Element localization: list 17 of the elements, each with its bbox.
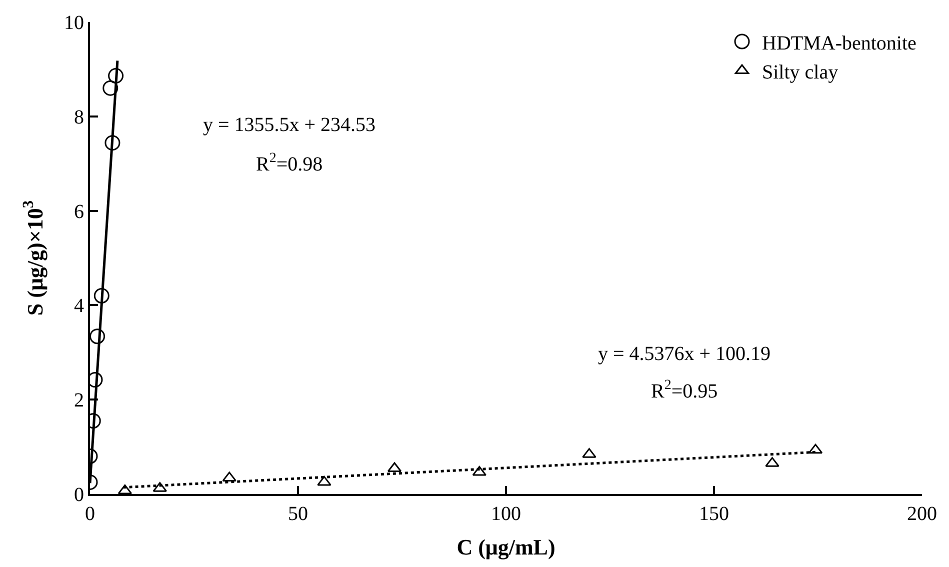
annotation: R$^{2}$=0.98	[256, 151, 323, 176]
y-tick-label: 0	[74, 484, 84, 506]
legend-label: HDTMA-bentonite	[762, 32, 917, 54]
annotation: y = 4.5376x + 100.19	[598, 343, 771, 365]
legend-label: Silty clay	[762, 61, 838, 84]
y-tick-label: 6	[74, 200, 84, 223]
x-tick-label: 100	[491, 503, 521, 525]
x-axis-title: C (μg/mL)	[456, 534, 556, 560]
x-tick-label: 150	[699, 503, 729, 525]
y-tick-label: 4	[74, 295, 84, 318]
annotation: R$^{2}$=0.95	[651, 378, 718, 402]
x-tick-label: 50	[288, 503, 308, 525]
y-tick-label: 2	[74, 390, 84, 412]
annotation: y = 1355.5x + 234.53	[203, 114, 376, 136]
x-tick-label: 200	[907, 503, 937, 525]
y-tick-label: 8	[74, 106, 84, 128]
y-tick-label: 10	[64, 12, 84, 34]
